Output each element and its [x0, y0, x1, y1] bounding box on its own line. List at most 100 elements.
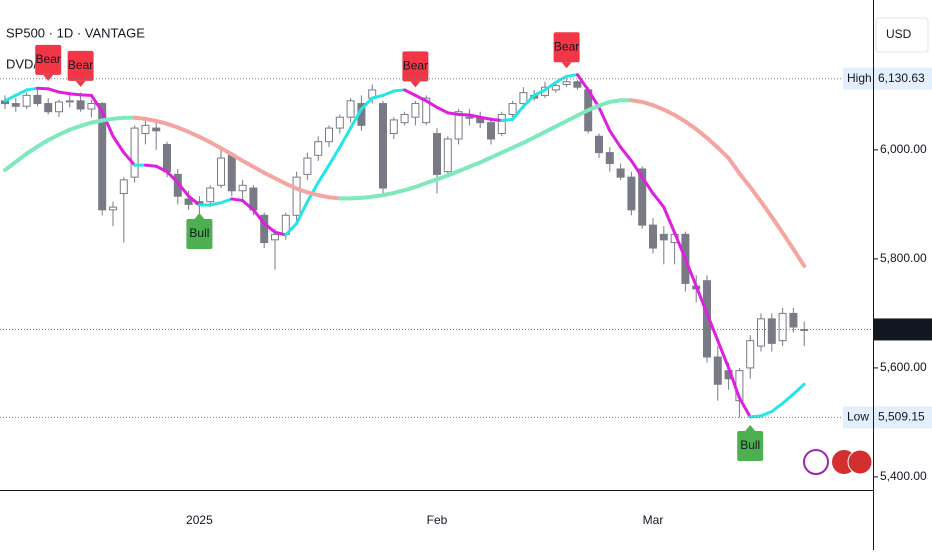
indicator-segment — [240, 158, 256, 169]
price-label: 5,509.15 — [878, 410, 925, 424]
signal-pointer — [561, 62, 572, 69]
signal-text: Bull — [740, 438, 760, 452]
candle-body — [422, 97, 431, 124]
indicator-segment — [273, 230, 288, 237]
indicator-segment — [197, 134, 213, 145]
indicator-segment — [608, 129, 623, 149]
indicator-segment — [780, 230, 796, 252]
icon — [803, 449, 829, 475]
currency-box[interactable] — [875, 17, 929, 53]
indicator-segment — [241, 199, 255, 212]
candle-body — [109, 206, 117, 211]
indicator-segment — [413, 93, 428, 103]
candle-body — [303, 157, 312, 175]
indicator-segment — [251, 208, 266, 225]
indicator-segment — [500, 117, 515, 122]
y-tick-label: 6,000.00 — [880, 142, 927, 156]
indicator-segment — [769, 214, 785, 235]
indicator-segment — [564, 113, 580, 124]
indicator-segment — [424, 99, 439, 109]
indicator-segment — [716, 339, 731, 370]
indicator-segment — [262, 170, 277, 181]
candle-body — [325, 127, 333, 143]
indicator-segment — [759, 410, 774, 418]
indicator-segment — [24, 144, 40, 156]
candle-body — [757, 318, 765, 347]
indicator-segment — [35, 138, 51, 149]
candle-body — [487, 122, 495, 140]
indicator-segment — [791, 247, 807, 268]
candle-body — [33, 94, 42, 105]
candle-body — [605, 152, 614, 165]
candle-body — [562, 81, 571, 85]
indicator-segment — [661, 107, 677, 118]
indicator-segment — [349, 107, 363, 130]
indicator-segment — [219, 197, 234, 205]
indicator-segment — [511, 104, 525, 121]
indicator-segment — [446, 111, 461, 116]
indicator-segment — [338, 126, 353, 149]
price-label-box — [874, 318, 932, 341]
indicator-segment — [14, 88, 29, 97]
indicator-segment — [457, 112, 471, 117]
indicator-segment — [554, 74, 569, 84]
candle-body — [152, 127, 161, 132]
currency: USD — [886, 27, 912, 41]
candle-body — [497, 113, 506, 135]
x-tick-label: Mar — [643, 513, 664, 527]
candle-body — [595, 135, 603, 154]
indicator-segment — [478, 115, 493, 121]
candle-body — [227, 154, 236, 192]
indicator-segment — [316, 163, 331, 185]
indicator-segment — [521, 93, 536, 108]
candle-body — [465, 116, 474, 119]
candle-body — [433, 133, 441, 175]
indicator-segment — [403, 88, 417, 97]
candle-body — [659, 233, 668, 241]
indicator-segment — [208, 140, 223, 151]
indicator-segment — [737, 396, 752, 419]
price-label: 5,670.55 — [878, 322, 925, 336]
price-name-box — [843, 406, 873, 429]
indicator-segment — [532, 129, 547, 140]
indicator-segment — [187, 194, 201, 207]
candle-body — [379, 103, 387, 189]
candle-body — [130, 127, 139, 178]
candle-body — [638, 168, 647, 226]
indicator-segment — [230, 197, 245, 203]
signal-box — [186, 218, 213, 249]
plot: 5,400.00 5,600.00 5,800.00 6,000.00 2025 Feb M… — [0, 32, 932, 527]
indicator-segment — [575, 108, 591, 118]
indicator-segment — [392, 88, 407, 93]
icons — [803, 449, 873, 475]
indicator-segment — [791, 382, 806, 396]
indicator-segment — [672, 113, 688, 124]
indicator-segment — [122, 151, 137, 167]
indicator-segment — [13, 151, 29, 164]
indicator-segment — [57, 90, 72, 96]
price-label: 6,130.63 — [878, 71, 925, 85]
candle-body — [163, 143, 171, 173]
indicator-segment — [662, 205, 677, 235]
indicator-segment — [154, 164, 169, 174]
symbol-title: SP500 · 1D · VANTAGE — [6, 25, 145, 40]
indicator-segment — [683, 119, 699, 132]
indicator-segment — [219, 146, 234, 157]
indicator-segment — [273, 176, 288, 186]
candle-body — [789, 312, 798, 328]
indicator-segment — [208, 201, 223, 207]
indicator-segment — [553, 119, 569, 129]
indicator-segment — [100, 110, 115, 138]
candle-body — [44, 103, 53, 113]
indicator-segment — [759, 199, 774, 219]
candle-body — [314, 141, 323, 156]
candle-body — [184, 198, 193, 205]
indicator-segment — [781, 392, 795, 405]
signal-box — [67, 50, 94, 81]
indicator-segment — [619, 145, 633, 163]
candle-body — [746, 340, 755, 369]
y-tick-label: 5,800.00 — [880, 251, 927, 265]
indicator-segment — [683, 257, 698, 288]
signal-box — [402, 51, 429, 82]
